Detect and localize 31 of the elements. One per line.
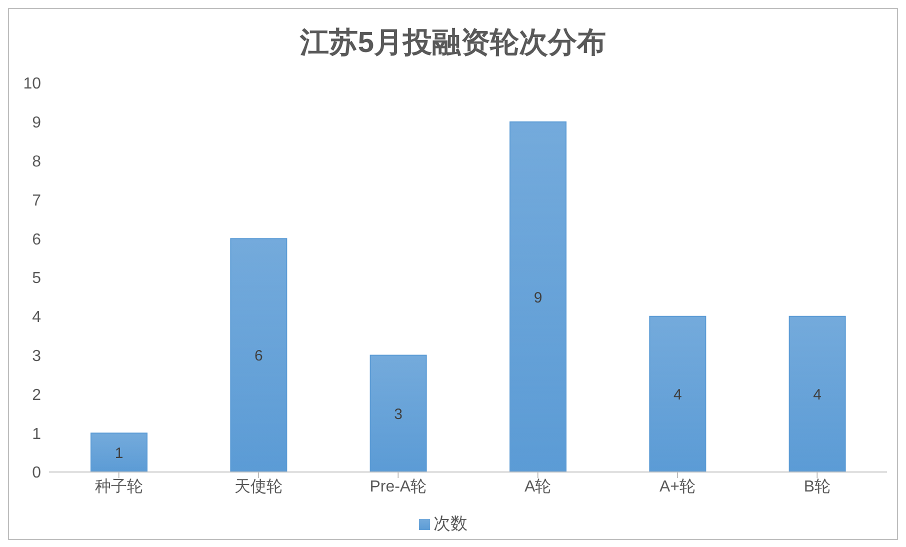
legend-label: 次数 <box>434 514 468 533</box>
x-tick-label: Pre-A轮 <box>370 478 427 496</box>
y-tick-label: 1 <box>32 426 42 443</box>
bar <box>788 316 846 472</box>
data-label: 9 <box>534 289 542 306</box>
x-tick-label: A轮 <box>524 478 552 496</box>
bar <box>230 238 288 472</box>
data-label: 4 <box>673 386 682 404</box>
y-tick-label: 0 <box>32 464 42 482</box>
bar <box>370 354 427 472</box>
y-tick-label: 10 <box>23 76 42 93</box>
y-tick-label: 9 <box>32 114 42 132</box>
y-tick-label: 5 <box>32 270 42 288</box>
x-tick-label: B轮 <box>804 478 831 496</box>
data-label: 1 <box>114 444 124 462</box>
bar <box>510 121 566 472</box>
y-tick-label: 3 <box>32 348 42 365</box>
x-tick-label: 天使轮 <box>234 478 282 496</box>
bar <box>90 432 148 472</box>
y-tick-label: 6 <box>32 231 42 248</box>
data-label: 3 <box>394 406 403 423</box>
y-tick-label: 4 <box>32 309 42 326</box>
x-tick-label: A+轮 <box>659 478 696 496</box>
y-tick-label: 7 <box>32 192 42 210</box>
x-tick-label: 种子轮 <box>94 477 143 496</box>
bar <box>649 316 706 472</box>
data-label: 6 <box>254 348 263 365</box>
y-tick-label: 2 <box>32 386 42 404</box>
y-tick-label: 8 <box>32 153 42 170</box>
data-label: 4 <box>813 386 822 404</box>
chart-title: 江苏5月投融资轮次分布 <box>298 26 608 61</box>
